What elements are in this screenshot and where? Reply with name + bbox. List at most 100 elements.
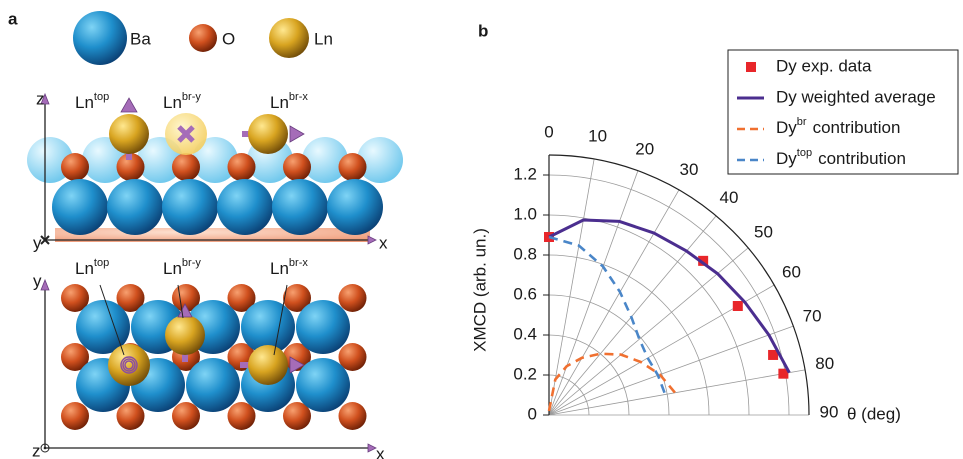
atom xyxy=(52,179,108,235)
angle-tick-label: 90 xyxy=(820,402,839,421)
angle-tick-label: 80 xyxy=(815,354,834,373)
atom xyxy=(165,315,205,355)
atom xyxy=(172,402,200,430)
atom xyxy=(283,153,311,181)
atom xyxy=(296,300,350,354)
label-base: Ln xyxy=(163,93,182,112)
label-base: Ln xyxy=(75,259,94,278)
label-suffix: contribution xyxy=(813,118,901,137)
x-axis-label: θ (deg) xyxy=(847,404,901,423)
arrow-head xyxy=(368,236,376,244)
panel-label: b xyxy=(478,21,488,40)
legend-label: Dybr contribution xyxy=(776,116,900,138)
y-tick-label: 0.6 xyxy=(513,284,537,303)
grid-spoke xyxy=(549,171,638,415)
angle-tick-label: 10 xyxy=(588,127,607,146)
atom xyxy=(61,402,89,430)
atom-label: Lntop xyxy=(75,91,109,113)
arrow-head xyxy=(290,126,304,142)
label-base: Ln xyxy=(270,93,289,112)
angle-tick-label: 70 xyxy=(803,307,822,326)
arrow-head xyxy=(368,444,376,452)
data-point xyxy=(733,301,743,311)
label-base: Dy xyxy=(776,149,797,168)
atom xyxy=(61,153,89,181)
label-base: Dy xyxy=(776,118,797,137)
atom xyxy=(189,24,217,52)
atom xyxy=(339,153,367,181)
axis-letter: z xyxy=(32,441,41,459)
arrow-head xyxy=(41,280,49,290)
axis-letter: y xyxy=(33,271,42,290)
y-tick-label: 0 xyxy=(528,404,537,423)
atom xyxy=(217,179,273,235)
atom xyxy=(269,18,309,58)
figure: a BaOLnLntopLnbr-yLnbr-xzyxLntopLnbr-yLn… xyxy=(0,0,963,459)
atom xyxy=(228,153,256,181)
atom-legend-label: Ba xyxy=(130,29,151,48)
atom-legend-label: O xyxy=(222,29,235,48)
legend-label: Dy weighted average xyxy=(776,87,936,106)
axis-letter: y xyxy=(33,233,42,252)
axis-letter: x xyxy=(379,233,388,252)
y-tick-label: 0.2 xyxy=(513,364,537,383)
atom xyxy=(248,114,288,154)
label-sup: br-y xyxy=(182,91,201,103)
atom xyxy=(272,179,328,235)
series-line xyxy=(549,220,789,373)
y-tick-label: 0.4 xyxy=(513,324,537,343)
label-sup: top xyxy=(797,147,812,159)
angle-tick-label: 40 xyxy=(720,188,739,207)
atom xyxy=(73,11,127,65)
atom xyxy=(186,358,240,412)
label-suffix: contribution xyxy=(818,149,906,168)
label-sup: br-x xyxy=(289,257,308,269)
atom xyxy=(172,153,200,181)
axis-letter: x xyxy=(376,444,385,459)
label-sup: br xyxy=(797,116,807,128)
panel-b: b 0 0.2 0.4 0.6 0.8 1.0 1.2 0 10 20 30 40 50 60 70 80 90… xyxy=(470,21,958,423)
angle-tick-label: 60 xyxy=(782,262,801,281)
label-sup: top xyxy=(94,257,109,269)
angle-tick-label: 0 xyxy=(544,122,553,141)
y-tick-label: 1.0 xyxy=(513,204,537,223)
angle-tick-label: 30 xyxy=(680,160,699,179)
grid xyxy=(549,155,809,415)
panel-label: a xyxy=(8,9,18,28)
legend-label: Dy exp. data xyxy=(776,56,872,75)
atom xyxy=(107,179,163,235)
label-base: Ln xyxy=(163,259,182,278)
legend-marker xyxy=(746,62,756,72)
arrow-head xyxy=(121,98,137,112)
y-tick-label: 0.8 xyxy=(513,244,537,263)
angle-tick-label: 50 xyxy=(754,223,773,242)
label-base: Ln xyxy=(270,259,289,278)
angle-tick-label: 20 xyxy=(635,139,654,158)
atom-legend-label: Ln xyxy=(314,29,333,48)
atom-label: Lnbr-y xyxy=(163,91,201,113)
atom-label: Lnbr-y xyxy=(163,257,201,279)
atom-label: Lnbr-x xyxy=(270,91,308,113)
grid-spoke xyxy=(549,216,716,415)
atom xyxy=(248,345,288,385)
atom xyxy=(162,179,218,235)
label-sup: br-x xyxy=(289,91,308,103)
label-sup: top xyxy=(94,91,109,103)
atom xyxy=(296,358,350,412)
atom xyxy=(339,402,367,430)
atom-label: Lntop xyxy=(75,257,109,279)
y-tick-label: 1.2 xyxy=(513,164,537,183)
grid-spoke xyxy=(549,326,793,415)
label-sup: br-y xyxy=(182,257,201,269)
label-base: Ln xyxy=(75,93,94,112)
atom xyxy=(117,402,145,430)
atom-label: Lnbr-x xyxy=(270,257,308,279)
axis-letter: z xyxy=(36,89,45,108)
legend-label: Dytop contribution xyxy=(776,147,906,169)
atom xyxy=(327,179,383,235)
atom xyxy=(109,114,149,154)
atom xyxy=(108,344,150,386)
y-axis-label: XMCD (arb. un.) xyxy=(470,228,489,352)
